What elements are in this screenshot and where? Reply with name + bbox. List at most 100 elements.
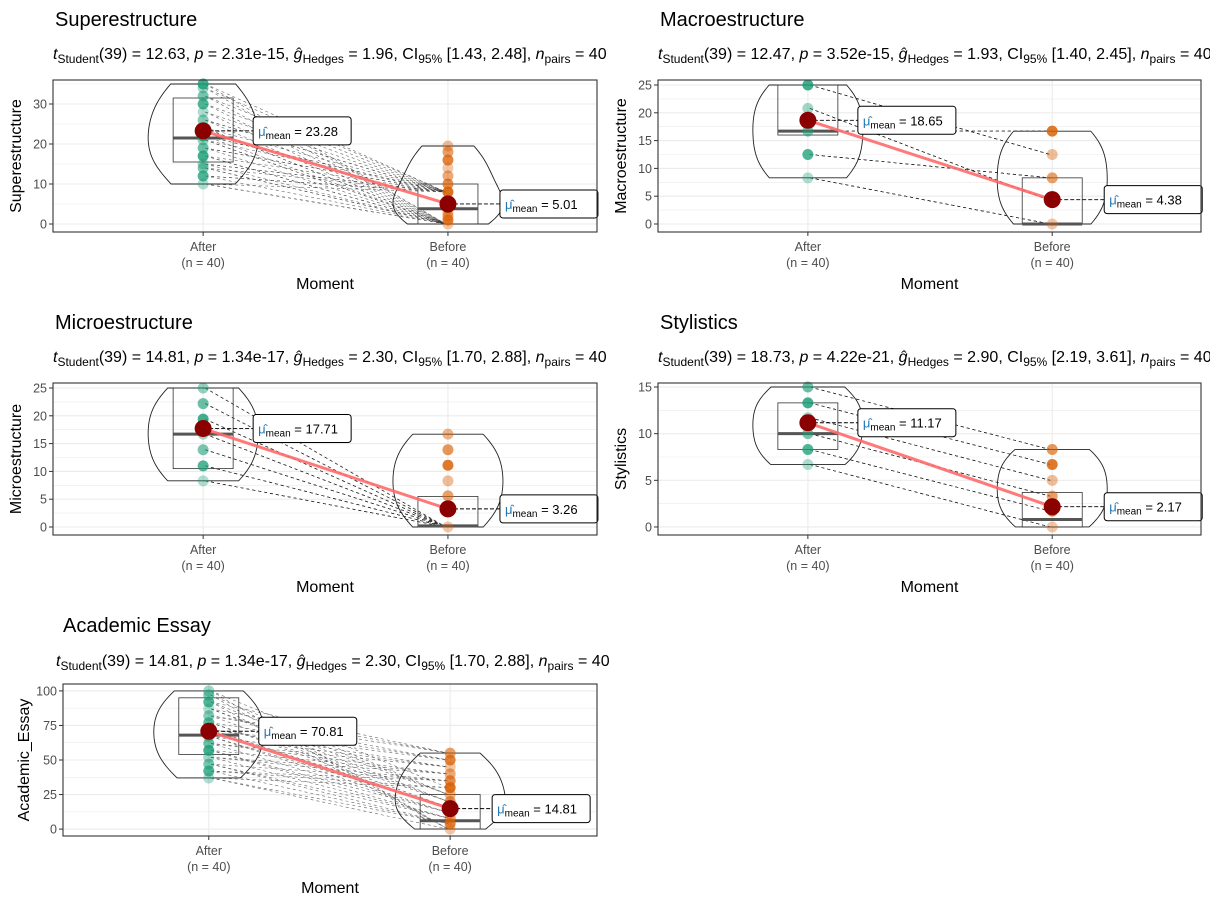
x-tick-n: (n = 40)	[426, 256, 469, 270]
sep: ,	[285, 46, 294, 63]
mu-hat-symbol: μ̂	[258, 124, 268, 139]
data-point	[197, 90, 209, 102]
t-symbol: t	[53, 46, 58, 63]
paired-line	[204, 83, 447, 225]
y-tick-label: 5	[40, 493, 47, 507]
mean-subscript: mean	[512, 509, 537, 520]
sep: ,	[189, 653, 198, 670]
y-axis-label: Academic_Essay	[16, 699, 33, 822]
chart-subtitle: tStudent(39) = 14.81, p = 1.34e-17, ĝHed…	[53, 349, 607, 369]
sep: ) =	[125, 653, 149, 670]
mean-value: 11.17	[910, 416, 942, 431]
panel-microestructure: Microestructure tStudent(39) = 14.81, p =…	[8, 312, 607, 596]
n-value: 40	[589, 349, 607, 366]
paren: (	[99, 349, 105, 366]
data-point	[442, 428, 454, 440]
mean-subscript: mean	[266, 429, 291, 440]
n-subscript: pairs	[548, 659, 574, 673]
data-point	[1046, 218, 1058, 230]
ci-subscript: 95%	[421, 659, 445, 673]
t-subscript: Student	[57, 52, 99, 66]
data-point	[802, 79, 814, 91]
ci-subscript: 95%	[418, 52, 442, 66]
x-tick-label: Before	[1034, 543, 1071, 557]
paired-line	[210, 743, 449, 775]
data-point	[197, 178, 209, 190]
y-tick-label: 25	[33, 382, 47, 396]
paired-line	[210, 777, 449, 830]
panel-stylistics: Stylistics tStudent(39) = 18.73, p = 4.22…	[613, 312, 1210, 596]
ci-subscript: 95%	[1023, 355, 1047, 369]
t-subscript: Student	[662, 52, 704, 66]
paired-line	[205, 175, 447, 225]
data-point	[203, 689, 215, 701]
p-value: 3.52e-15	[827, 46, 890, 63]
g-value: 1.93	[967, 46, 998, 63]
plot-border	[657, 382, 1202, 536]
paired-line	[210, 708, 449, 802]
data-point	[444, 768, 456, 780]
sep: ,	[890, 46, 899, 63]
paired-line	[210, 756, 449, 775]
y-tick-label: 75	[43, 719, 57, 733]
data-point	[802, 125, 814, 137]
n-subscript: pairs	[1150, 52, 1176, 66]
mean-label-box	[857, 408, 957, 438]
mean-subscript: mean	[1117, 200, 1142, 211]
violin-after	[752, 84, 864, 179]
df-value: 39	[709, 349, 727, 366]
paired-line	[210, 729, 449, 761]
sep: =	[203, 349, 221, 366]
y-axis-label: Microestructure	[8, 404, 25, 514]
data-point	[1046, 458, 1058, 470]
y-tick-label: 20	[33, 409, 47, 423]
y-tick-label: 20	[33, 138, 47, 152]
mean-value: 18.65	[910, 113, 943, 128]
t-value: 14.81	[149, 653, 189, 670]
data-point	[802, 428, 814, 440]
chart-subtitle: tStudent(39) = 18.73, p = 4.22e-21, ĝHed…	[658, 349, 1210, 369]
n-symbol: n	[536, 46, 545, 63]
mean-connector-line	[202, 427, 449, 511]
paired-line	[205, 418, 447, 528]
mean-point-before	[439, 500, 457, 518]
mu-hat-symbol: μ̂	[264, 724, 274, 739]
p-symbol: p	[798, 46, 808, 63]
sep: ,	[396, 653, 405, 670]
ci-subscript: 95%	[1023, 52, 1047, 66]
mu-hat-symbol: μ̂	[863, 113, 873, 128]
mean-subscript: mean	[512, 204, 537, 215]
sep: =	[206, 653, 224, 670]
sep: ,	[285, 349, 294, 366]
g-value: 2.90	[967, 349, 998, 366]
t-subscript: Student	[60, 659, 102, 673]
g-symbol: ĝ	[294, 349, 303, 366]
t-subscript: Student	[662, 355, 704, 369]
paired-line	[205, 449, 447, 528]
data-point	[203, 758, 215, 770]
sep: =	[347, 653, 365, 670]
y-tick-label: 25	[43, 788, 57, 802]
n-symbol: n	[1141, 46, 1150, 63]
paired-line	[210, 743, 449, 768]
g-value: 2.30	[362, 349, 393, 366]
mean-point-after	[799, 111, 817, 129]
paren: (	[704, 46, 710, 63]
sep: =	[574, 653, 592, 670]
x-tick-n: (n = 40)	[786, 559, 829, 573]
y-tick-label: 0	[645, 520, 652, 534]
panel-academic-essay: Academic Essay tStudent(39) = 14.81, p = …	[16, 615, 610, 897]
mu-hat-symbol: μ̂	[863, 416, 873, 431]
sep: =	[344, 349, 362, 366]
p-symbol: p	[798, 349, 808, 366]
data-point	[197, 475, 209, 487]
paired-line	[205, 183, 446, 225]
mean-label: μ̂mean = 14.81	[497, 802, 577, 820]
sep: =	[949, 349, 967, 366]
violin-after	[752, 386, 864, 465]
mean-label: μ̂mean = 17.71	[258, 422, 338, 440]
chart-subtitle: tStudent(39) = 12.47, p = 3.52e-15, ĝHed…	[658, 46, 1210, 66]
mean-label-box	[499, 189, 599, 219]
y-tick-label: 10	[638, 427, 652, 441]
sep: ) =	[727, 46, 751, 63]
